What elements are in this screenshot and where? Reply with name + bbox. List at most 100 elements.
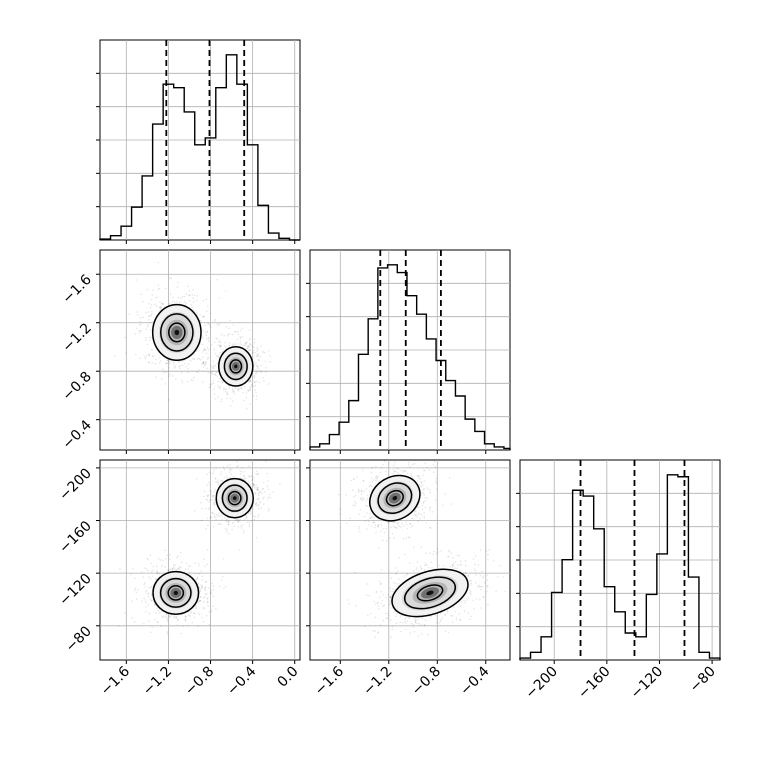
scatter-point (251, 384, 253, 387)
scatter-point (210, 371, 213, 374)
scatter-point (149, 322, 152, 324)
scatter-point (213, 513, 215, 515)
scatter-point (203, 362, 205, 365)
scatter-point (156, 296, 159, 299)
scatter-point (213, 490, 216, 493)
scatter-point (214, 498, 216, 501)
scatter-point (168, 375, 170, 377)
scatter-point (370, 477, 373, 480)
scatter-point (148, 354, 151, 356)
scatter-point (377, 547, 380, 549)
scatter-point (216, 355, 218, 357)
scatter-point (355, 502, 357, 505)
scatter-point (429, 527, 432, 529)
scatter-point (222, 387, 225, 389)
scatter-point (259, 501, 262, 504)
scatter-point (367, 614, 369, 616)
scatter-point (237, 333, 239, 335)
scatter-point (159, 307, 161, 309)
scatter-point (162, 303, 164, 305)
scatter-point (224, 390, 227, 393)
scatter-point (172, 375, 174, 377)
scatter-point (421, 484, 424, 487)
scatter-point (203, 490, 206, 493)
scatter-point (409, 522, 412, 525)
scatter-point (371, 525, 373, 528)
scatter-point (240, 343, 242, 345)
scatter-point (147, 361, 150, 364)
scatter-point (180, 632, 182, 635)
scatter-point (420, 567, 423, 569)
scatter-point (193, 616, 196, 619)
scatter-point (139, 330, 141, 332)
scatter-point (409, 632, 412, 634)
scatter-point (198, 368, 200, 371)
scatter-point (392, 525, 395, 527)
scatter-point (428, 488, 430, 491)
scatter-point (214, 352, 217, 355)
scatter-point (379, 580, 381, 583)
scatter-point (268, 507, 270, 510)
scatter-point (203, 558, 205, 560)
scatter-point (252, 505, 255, 507)
scatter-point (263, 351, 266, 354)
scatter-point (169, 361, 171, 364)
scatter-point (159, 301, 161, 303)
scatter-point (387, 614, 390, 617)
scatter-point (151, 626, 153, 629)
scatter-point (202, 329, 204, 332)
scatter-point (497, 576, 499, 578)
scatter-point (167, 569, 170, 572)
scatter-point (398, 556, 401, 559)
scatter-point (150, 594, 153, 596)
scatter-point (256, 353, 259, 356)
scatter-point (209, 592, 212, 595)
scatter-point (203, 596, 206, 598)
scatter-point (417, 570, 420, 572)
scatter-point (222, 389, 225, 391)
scatter-point (147, 569, 149, 572)
scatter-point (220, 471, 223, 473)
scatter-point (175, 615, 177, 618)
scatter-point (398, 578, 400, 580)
scatter-point (209, 324, 211, 327)
scatter-point (249, 388, 252, 391)
scatter-point (175, 617, 177, 619)
scatter-point (182, 625, 184, 628)
scatter-point (181, 364, 183, 367)
scatter-point (217, 514, 220, 516)
scatter-point (448, 549, 450, 552)
scatter-point (156, 572, 158, 575)
scatter-point (254, 515, 256, 518)
scatter-point (173, 364, 176, 367)
scatter-point (258, 508, 260, 510)
scatter-point (414, 509, 417, 512)
scatter-point (225, 346, 227, 348)
scatter-point (452, 606, 455, 609)
scatter-point (219, 340, 221, 342)
histogram-step (309, 264, 511, 450)
scatter-point (240, 470, 243, 473)
scatter-point (253, 382, 256, 384)
scatter-point (412, 623, 415, 626)
scatter-point (377, 607, 380, 610)
scatter-point (169, 558, 171, 561)
contour-level (152, 570, 200, 615)
scatter-point (492, 560, 495, 562)
scatter-point (481, 570, 483, 573)
scatter-point (376, 602, 379, 604)
scatter-point (206, 499, 209, 501)
scatter-point (405, 622, 407, 624)
scatter-point (256, 347, 258, 349)
scatter-point (441, 616, 444, 619)
scatter-point (258, 359, 260, 361)
scatter-point (205, 338, 208, 340)
scatter-point (199, 590, 202, 592)
density-fill (173, 590, 178, 595)
scatter-point (465, 599, 468, 601)
scatter-point (155, 358, 157, 361)
scatter-point (212, 472, 214, 475)
scatter-point (416, 567, 418, 569)
scatter-point (230, 473, 232, 476)
scatter-point (253, 355, 255, 358)
